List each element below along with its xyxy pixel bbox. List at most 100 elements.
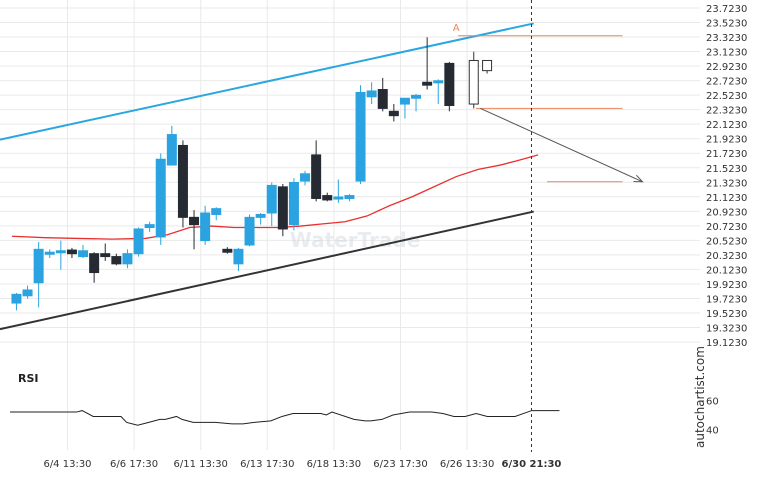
candle-body (311, 154, 322, 199)
watertrade-logo-text: WaterTrade (290, 228, 421, 252)
candle-body (155, 158, 166, 238)
candle-body (399, 97, 410, 105)
rsi-tick-label: 40 (706, 426, 719, 437)
y-tick-label: 19.1230 (706, 338, 747, 349)
candle-body (144, 224, 155, 229)
candle-body (288, 181, 299, 226)
y-tick-label: 20.5230 (706, 236, 747, 247)
candle-body (244, 216, 255, 246)
y-tick-label: 21.1230 (706, 193, 747, 204)
candle-body (233, 248, 244, 265)
y-tick-label: 23.7230 (706, 4, 747, 15)
candle (200, 205, 211, 245)
candle-body (211, 208, 222, 215)
candles (11, 37, 493, 311)
candle-body (468, 59, 479, 105)
lower-trendline (0, 210, 534, 331)
candle (388, 104, 399, 122)
y-tick-label: 23.1230 (706, 48, 747, 59)
candle-body (322, 195, 333, 201)
candle (411, 93, 422, 112)
candle (44, 249, 55, 259)
candle-body (255, 213, 266, 218)
x-tick-label: 6/13 17:30 (240, 459, 294, 470)
candle (468, 51, 479, 109)
candle-body (266, 184, 277, 214)
y-tick-label: 19.3230 (706, 324, 747, 335)
candle (111, 253, 122, 266)
candle (211, 207, 222, 221)
candle (222, 247, 233, 254)
time-axis: 6/4 13:30 6/6 17:30 6/11 13:30 6/13 17:30 6/… (43, 459, 561, 470)
candle (300, 170, 311, 186)
y-tick-label: 20.7230 (706, 222, 747, 233)
forecast-arrow-head (633, 174, 644, 183)
candle-body (222, 248, 233, 253)
candle-body (111, 256, 122, 265)
y-tick-label: 20.1230 (706, 265, 747, 276)
candle (66, 247, 77, 259)
candle-body (355, 91, 366, 182)
y-tick-label: 19.5230 (706, 309, 747, 320)
x-tick-label: 6/30 21:30 (502, 459, 562, 470)
candle (311, 140, 322, 202)
candle-body (44, 251, 55, 255)
candle (277, 183, 288, 237)
rsi-line (10, 410, 560, 426)
candle-body (444, 62, 455, 107)
y-tick-label: 22.3230 (706, 106, 747, 117)
candle (189, 210, 200, 250)
candle (144, 221, 155, 232)
rsi-panel: RSI 60 40 (10, 372, 719, 437)
y-tick-label: 21.3230 (706, 178, 747, 189)
candle (255, 213, 266, 225)
rsi-tick-label: 60 (706, 396, 719, 407)
candle-body (122, 253, 133, 265)
candle (233, 247, 244, 272)
candle-body (22, 289, 33, 297)
candle-body (300, 173, 311, 182)
price-axis: 23.7230 23.5230 23.3230 23.1230 22.9230 22.72… (706, 4, 747, 349)
candle (166, 125, 177, 166)
candle (399, 97, 410, 119)
rsi-label: RSI (18, 372, 39, 385)
candle-body (189, 216, 200, 226)
candle-body (200, 212, 211, 242)
candle-body (78, 250, 89, 258)
x-tick-label: 6/4 13:30 (43, 459, 91, 470)
candle-body (366, 90, 377, 98)
y-tick-label: 22.1230 (706, 120, 747, 131)
candle (344, 194, 355, 202)
x-tick-label: 6/23 17:30 (373, 459, 427, 470)
candle (244, 214, 255, 247)
y-tick-label: 21.7230 (706, 149, 747, 160)
candle (355, 85, 366, 184)
y-tick-label: 21.9230 (706, 135, 747, 146)
x-tick-label: 6/26 13:30 (440, 459, 494, 470)
price-levels (458, 35, 623, 183)
candle-body (166, 134, 177, 166)
candle (155, 153, 166, 245)
y-tick-label: 20.9230 (706, 207, 747, 218)
y-tick-label: 19.7230 (706, 294, 747, 305)
candle (122, 249, 133, 269)
autochartist-watermark: autochartist.com (693, 346, 707, 448)
candle (89, 252, 100, 283)
candle (377, 77, 388, 112)
candle-body (11, 293, 22, 304)
y-tick-label: 22.7230 (706, 77, 747, 88)
candle-body (411, 94, 422, 99)
forecast-arrow-line (480, 107, 643, 183)
annotations: A (453, 0, 644, 452)
candle (422, 37, 433, 90)
candle (22, 285, 33, 299)
y-tick-label: 22.5230 (706, 91, 747, 102)
y-tick-label: 23.5230 (706, 18, 747, 29)
candle (288, 178, 299, 231)
candle-body (377, 89, 388, 109)
candle (266, 182, 277, 227)
candle-body (277, 186, 288, 230)
candle (177, 140, 188, 228)
